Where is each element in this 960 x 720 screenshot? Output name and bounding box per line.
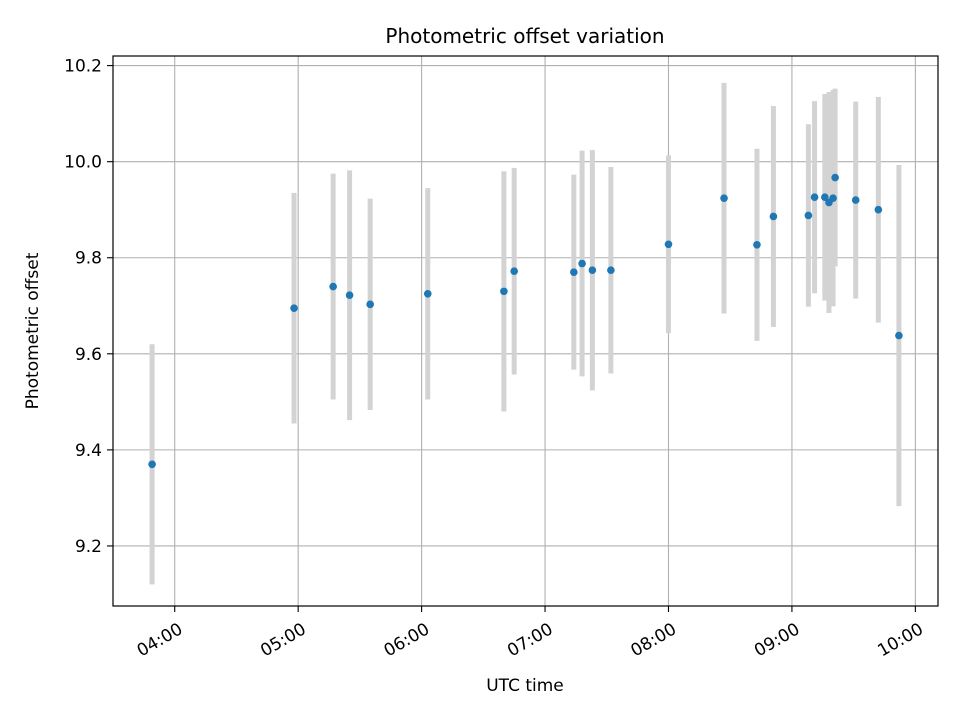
data-point bbox=[804, 211, 813, 220]
data-point bbox=[821, 193, 829, 202]
data-point bbox=[810, 193, 819, 202]
plot-frame bbox=[112, 55, 939, 607]
data-point bbox=[720, 194, 728, 202]
chart-title: Photometric offset variation bbox=[385, 24, 664, 48]
data-point bbox=[329, 282, 337, 291]
y-tick-label: 10.2 bbox=[64, 57, 102, 77]
grid bbox=[113, 56, 938, 606]
data-point bbox=[851, 196, 860, 204]
data-points bbox=[148, 173, 903, 469]
data-point bbox=[570, 268, 578, 276]
data-point bbox=[423, 289, 432, 298]
y-tick-label: 9.4 bbox=[75, 441, 102, 461]
y-axis-label: Photometric offset bbox=[23, 252, 43, 409]
data-point bbox=[588, 266, 597, 275]
data-point bbox=[769, 212, 778, 221]
data-point bbox=[345, 291, 354, 300]
data-point bbox=[607, 266, 615, 275]
y-tick-label: 9.2 bbox=[75, 537, 102, 557]
data-point bbox=[664, 240, 673, 249]
data-point bbox=[753, 240, 761, 249]
data-point bbox=[829, 194, 837, 202]
data-point bbox=[831, 173, 839, 182]
y-tick-label: 9.8 bbox=[75, 249, 102, 269]
data-point bbox=[366, 300, 374, 309]
y-tick-label: 9.6 bbox=[75, 345, 102, 365]
data-point bbox=[500, 287, 508, 296]
x-axis-label: UTC time bbox=[486, 676, 564, 696]
data-point bbox=[510, 267, 518, 275]
data-point bbox=[148, 460, 156, 469]
y-tick-label: 10.0 bbox=[64, 153, 102, 173]
data-point bbox=[874, 205, 883, 214]
data-point bbox=[290, 304, 298, 312]
data-point bbox=[895, 331, 903, 340]
data-point bbox=[578, 259, 586, 268]
